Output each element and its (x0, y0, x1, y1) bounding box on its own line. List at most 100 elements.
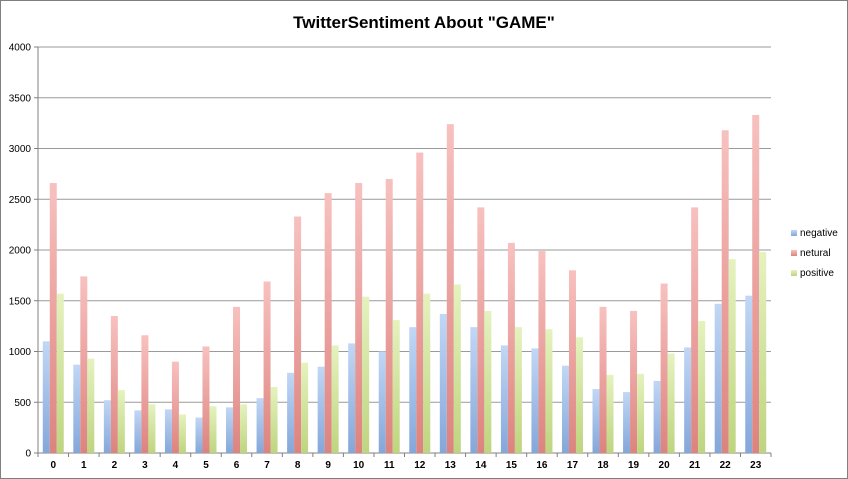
x-tick-label: 17 (567, 460, 579, 471)
x-tick-label: 2 (112, 460, 118, 471)
bar-negative-3 (134, 410, 142, 453)
x-tick-label: 10 (353, 460, 365, 471)
bar-netural-6 (233, 306, 241, 453)
x-tick-label: 22 (720, 460, 732, 471)
bar-negative-14 (470, 327, 478, 453)
bar-positive-19 (637, 373, 645, 453)
y-tick-label: 3000 (9, 144, 32, 155)
bar-negative-20 (653, 380, 661, 453)
x-tick-label: 19 (628, 460, 640, 471)
x-tick-label: 21 (689, 460, 701, 471)
bar-netural-17 (568, 270, 576, 453)
bar-positive-23 (759, 252, 767, 453)
bar-netural-18 (599, 306, 607, 453)
bar-positive-4 (178, 414, 186, 453)
x-tick-label: 15 (506, 460, 518, 471)
legend-swatch-negative (791, 230, 797, 236)
bar-positive-10 (362, 296, 370, 453)
bar-negative-9 (317, 366, 325, 453)
bar-positive-14 (484, 310, 492, 453)
bar-negative-0 (42, 341, 50, 453)
bar-positive-2 (117, 390, 125, 453)
x-tick-label: 7 (264, 460, 270, 471)
bar-negative-13 (439, 313, 447, 453)
x-tick-label: 20 (659, 460, 671, 471)
bar-netural-23 (752, 115, 760, 453)
x-tick-label: 5 (203, 460, 209, 471)
legend-label-positive: positive (800, 268, 834, 279)
bar-positive-22 (728, 259, 736, 453)
bar-positive-16 (545, 329, 553, 453)
bar-netural-20 (660, 283, 668, 453)
bar-netural-0 (49, 183, 57, 453)
bar-netural-9 (324, 193, 332, 453)
bar-netural-12 (416, 152, 424, 453)
bar-negative-6 (226, 407, 234, 453)
y-tick-label: 2500 (9, 195, 32, 206)
bar-negative-10 (348, 343, 356, 453)
x-tick-label: 4 (173, 460, 179, 471)
bar-positive-20 (667, 353, 675, 453)
bar-positive-8 (301, 362, 309, 453)
bar-netural-14 (477, 207, 485, 453)
bar-positive-13 (453, 284, 461, 453)
bar-negative-19 (623, 392, 631, 453)
bar-netural-21 (691, 207, 699, 453)
x-tick-label: 9 (325, 460, 331, 471)
chart-title: TwitterSentiment About "GAME" (293, 13, 555, 32)
y-tick-labels: 0 500 1000 1500 2000 2500 3000 3500 4000 (9, 43, 32, 460)
bar-netural-3 (141, 335, 149, 453)
x-tick-label: 18 (597, 460, 609, 471)
bar-positive-1 (87, 358, 95, 453)
bar-negative-22 (714, 303, 722, 453)
bar-negative-7 (256, 398, 264, 453)
x-tick-label: 11 (384, 460, 395, 471)
y-tick-label: 4000 (9, 43, 32, 54)
bar-negative-23 (745, 295, 753, 453)
bar-positive-0 (56, 293, 64, 453)
y-tick-label: 1000 (9, 347, 32, 358)
y-tick-label: 2000 (9, 246, 32, 257)
legend-label-netural: netural (800, 248, 831, 259)
x-tick-label: 0 (50, 460, 56, 471)
legend-swatch-netural (791, 250, 797, 256)
bar-netural-16 (538, 251, 546, 453)
bar-negative-15 (500, 345, 508, 453)
bar-netural-8 (294, 216, 302, 453)
legend-swatch-positive (791, 270, 797, 276)
bar-negative-1 (73, 364, 81, 453)
bar-positive-15 (514, 327, 522, 453)
bar-negative-12 (409, 327, 417, 453)
bar-netural-7 (263, 281, 271, 453)
x-tick-labels: 0 1 2 3 4 5 6 7 8 9 10 11 12 13 14 15 16 17 18 19 20 21 22 23 (50, 460, 761, 471)
bar-positive-5 (209, 406, 217, 453)
x-tick-label: 8 (295, 460, 301, 471)
legend-label-negative: negative (800, 228, 838, 239)
bar-netural-4 (171, 361, 179, 453)
y-tick-label: 500 (14, 398, 31, 409)
bar-netural-10 (355, 183, 363, 453)
bar-netural-1 (80, 276, 88, 453)
bar-positive-21 (698, 321, 706, 453)
bar-negative-5 (195, 417, 203, 453)
bar-negative-8 (287, 372, 295, 453)
bar-positive-3 (148, 404, 156, 453)
legend: negative netural positive (791, 228, 838, 279)
axes (34, 46, 772, 457)
bar-positive-6 (240, 404, 248, 453)
bar-negative-4 (164, 409, 172, 453)
x-tick-label: 23 (750, 460, 762, 471)
x-tick-label: 16 (536, 460, 548, 471)
bar-positive-11 (392, 320, 400, 453)
bar-positive-18 (606, 374, 614, 453)
bar-negative-17 (561, 365, 569, 453)
x-tick-label: 13 (445, 460, 457, 471)
x-tick-label: 6 (234, 460, 240, 471)
bar-negative-11 (378, 351, 386, 453)
bar-positive-9 (331, 345, 339, 453)
y-tick-label: 3500 (9, 93, 32, 104)
bar-netural-11 (385, 178, 393, 453)
x-tick-label: 1 (81, 460, 87, 471)
bar-positive-12 (423, 293, 431, 453)
